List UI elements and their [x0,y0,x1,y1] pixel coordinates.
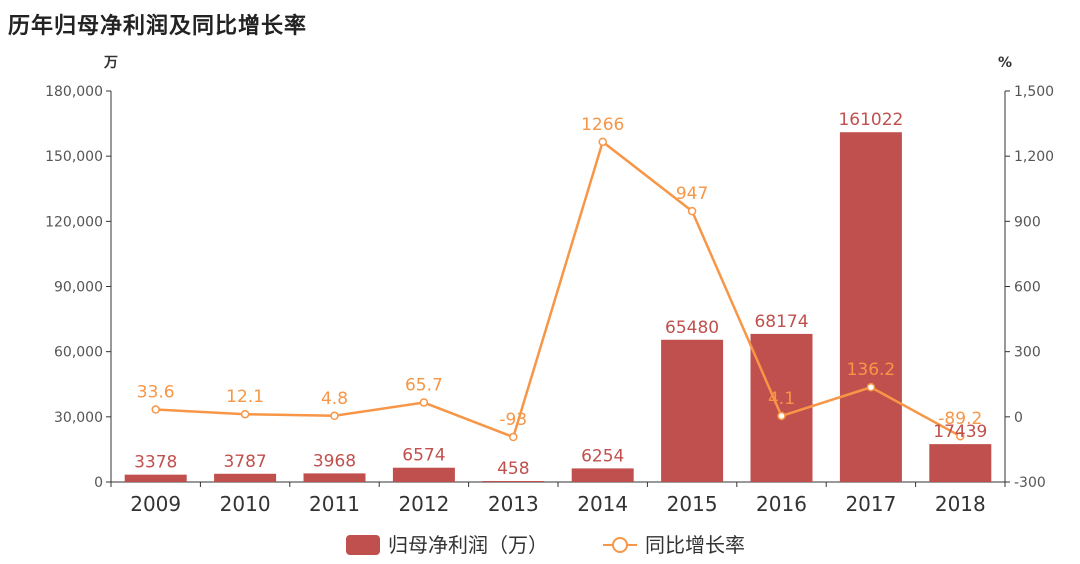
legend-bar-swatch [346,535,380,555]
y-right-tick-label: -300 [1014,475,1046,491]
line-value-label: 33.6 [137,383,175,403]
line-series [151,137,965,442]
bar-value-label: 68174 [754,312,808,332]
x-tick-label: 2011 [309,492,360,516]
chart-title: 历年归母净利润及同比增长率 [8,14,308,39]
bar [303,473,366,482]
bar-value-label: 458 [497,459,529,479]
bar-value-label: 161022 [838,110,903,130]
growth-line [155,139,961,439]
bar-value-label: 6254 [581,446,624,466]
legend-bar-label: 归母净利润（万） [388,533,548,557]
bar-series [124,132,992,483]
x-tick-label: 2013 [488,492,539,516]
line-point [419,398,429,407]
x-tick-label: 2016 [756,492,807,516]
x-tick-label: 2012 [398,492,449,516]
y-left-unit: 万 [103,55,118,71]
bar [124,474,187,482]
bar [482,481,545,483]
data-labels: 3378 3787 3968 6574 458 6254 65480 68174 161022 1… [134,110,987,479]
line-value-label: 65.7 [405,376,443,396]
x-tick-label: 2015 [667,492,718,516]
x-tick-label: 2014 [577,492,628,516]
line-point [240,409,250,419]
y-left-tick-label: 0 [94,475,103,491]
line-point [151,405,160,414]
line-point [956,431,965,441]
x-tick-label: 2010 [220,492,271,516]
y-left-tick-label: 180,000 [45,84,103,100]
bar-value-label: 3968 [313,451,356,471]
y-left-tick-label: 150,000 [45,149,103,165]
y-left-tick-label: 90,000 [54,280,103,296]
bar [750,333,813,482]
bar-value-label: 3378 [134,453,177,473]
line-point [687,206,697,216]
line-value-label: -89.2 [938,409,982,429]
legend-line-marker [612,537,628,553]
bar [214,473,277,482]
bar [661,339,724,482]
bar [839,132,902,482]
y-right-tick-label: 900 [1014,214,1041,230]
legend: 归母净利润（万） 同比增长率 [346,533,745,557]
x-tick-label: 2009 [130,492,181,516]
y-right-tick-label: 0 [1014,410,1023,426]
x-tick-label: 2018 [935,492,986,516]
line-value-label: 12.1 [226,387,264,407]
line-value-label: 4.1 [768,389,795,409]
legend-line-label: 同比增长率 [645,533,745,557]
line-point [866,382,876,392]
line-value-label: 136.2 [847,360,896,380]
y-right-tick-label: 300 [1014,345,1041,361]
bar-value-label: 17439 [933,422,987,442]
x-tick-label: 2017 [845,492,896,516]
y-right-tick-label: 600 [1014,280,1041,296]
line-value-label: -93 [499,410,527,430]
line-point [330,411,339,421]
line-value-label: 1266 [581,115,624,135]
y-left-tick-label: 60,000 [54,345,103,361]
bar [929,444,992,482]
y-left-tick-label: 30,000 [54,410,103,426]
line-point [777,411,786,421]
y-right-unit: % [998,55,1012,71]
y-right-tick-label: 1,500 [1014,84,1054,100]
bar [571,468,634,482]
bar [392,467,455,482]
y-left-tick-label: 120,000 [45,214,103,230]
line-point [509,432,518,442]
bar-value-label: 65480 [665,318,719,338]
line-value-label: 4.8 [321,389,348,409]
axes: 0 30,000 60,000 90,000 120,000 150,000 180,000… [45,55,1054,516]
bar-value-label: 6574 [402,446,445,466]
bar-value-label: 3787 [223,452,266,472]
line-point [598,137,607,147]
y-right-tick-label: 1,200 [1014,149,1054,165]
line-value-label: 947 [676,184,708,204]
